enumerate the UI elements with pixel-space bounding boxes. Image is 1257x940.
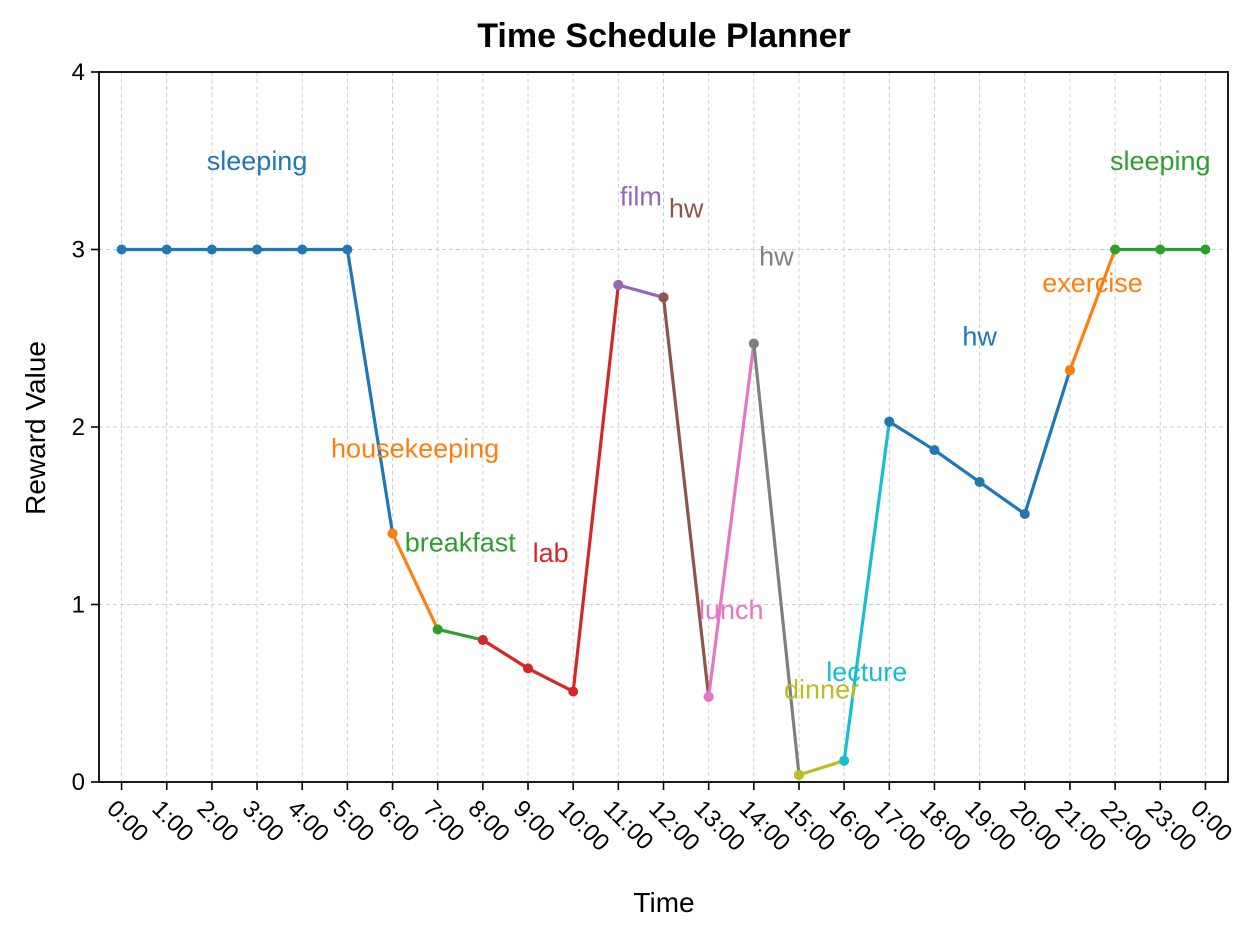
x-axis-label: Time: [633, 887, 694, 918]
x-tick-label: 13:00: [688, 795, 750, 857]
x-tick-label: 4:00: [282, 795, 334, 847]
data-point: [974, 477, 985, 488]
x-tick-label: 9:00: [508, 795, 560, 847]
x-tick-label: 19:00: [959, 795, 1021, 857]
annotation-hw: hw: [669, 194, 704, 224]
annotation-exercise: exercise: [1042, 268, 1143, 298]
series-line-lab: [482, 284, 620, 694]
annotation-sleeping: sleeping: [207, 146, 308, 176]
series-line-dinner: [798, 759, 845, 777]
data-point: [206, 244, 217, 255]
x-tick-label: 2:00: [192, 795, 244, 847]
x-tick-label: 14:00: [734, 795, 796, 857]
data-point: [116, 244, 127, 255]
series-line-film: [617, 283, 664, 299]
data-point: [793, 769, 804, 780]
x-tick-label: 15:00: [779, 795, 841, 857]
x-tick-label: 8:00: [463, 795, 515, 847]
data-point: [252, 244, 263, 255]
y-tick-label: 1: [72, 592, 85, 619]
data-point: [1064, 365, 1075, 376]
data-point: [1200, 244, 1211, 255]
series-line-hw: [752, 343, 801, 776]
data-point: [161, 244, 172, 255]
data-point: [1110, 244, 1121, 255]
annotation-sleeping: sleeping: [1110, 146, 1211, 176]
y-tick-label: 3: [72, 237, 85, 264]
x-tick-label: 10:00: [553, 795, 615, 857]
x-tick-label: 3:00: [237, 795, 289, 847]
data-point: [568, 686, 579, 697]
x-tick-label: 16:00: [824, 795, 886, 857]
data-point: [839, 755, 850, 766]
series-line-exercise: [1068, 248, 1117, 371]
x-tick-label: 1:00: [146, 795, 198, 847]
series-line-lecture: [842, 421, 891, 761]
annotation-housekeeping: housekeeping: [331, 433, 499, 463]
annotation-breakfast: breakfast: [405, 527, 517, 557]
x-tick-label: 20:00: [1005, 795, 1067, 857]
annotation-dinner: dinner: [784, 675, 859, 705]
chart-title: Time Schedule Planner: [477, 17, 851, 55]
x-tick-label: 6:00: [372, 795, 424, 847]
data-point: [1019, 508, 1030, 519]
annotation-film: film: [620, 181, 662, 211]
x-tick-label: 22:00: [1095, 795, 1157, 857]
data-point: [297, 244, 308, 255]
data-point: [748, 338, 759, 349]
data-point: [929, 445, 940, 456]
annotation-lunch: lunch: [699, 595, 764, 625]
data-point: [1155, 244, 1166, 255]
grid-layer: [99, 71, 1228, 783]
data-point: [703, 691, 714, 702]
series-line-housekeeping: [391, 532, 440, 631]
x-tick-label: 12:00: [643, 795, 705, 857]
data-point: [658, 292, 669, 303]
annotation-lab: lab: [533, 538, 569, 568]
data-point: [432, 624, 443, 635]
y-tick-label: 0: [72, 769, 85, 796]
y-tick-label: 4: [72, 59, 85, 86]
x-tick-label: 5:00: [327, 795, 379, 847]
data-point: [884, 416, 895, 427]
x-tick-label: 23:00: [1140, 795, 1202, 857]
data-point: [477, 635, 488, 645]
x-tick-label: 21:00: [1050, 795, 1112, 857]
x-tick-label: 17:00: [869, 795, 931, 857]
x-tick-label: 7:00: [417, 795, 469, 847]
data-point: [342, 244, 353, 255]
y-tick-label: 2: [72, 414, 85, 441]
annotation-lecture: lecture: [826, 657, 907, 687]
tick-layer: 0:001:002:003:004:005:006:007:008:009:00…: [72, 59, 1238, 857]
x-tick-label: 0:00: [101, 795, 153, 847]
annotation-hw: hw: [759, 242, 794, 272]
series-line-hw: [661, 297, 711, 697]
annotation-hw: hw: [962, 321, 997, 351]
y-axis-label: Reward Value: [20, 341, 51, 515]
data-point: [613, 280, 624, 290]
series-line-breakfast: [437, 627, 484, 642]
x-tick-label: 18:00: [914, 795, 976, 857]
data-point: [523, 663, 534, 674]
series-layer: [116, 244, 1211, 780]
data-point: [387, 528, 398, 539]
x-tick-label: 11:00: [598, 795, 658, 855]
series-line-lunch: [707, 343, 756, 698]
